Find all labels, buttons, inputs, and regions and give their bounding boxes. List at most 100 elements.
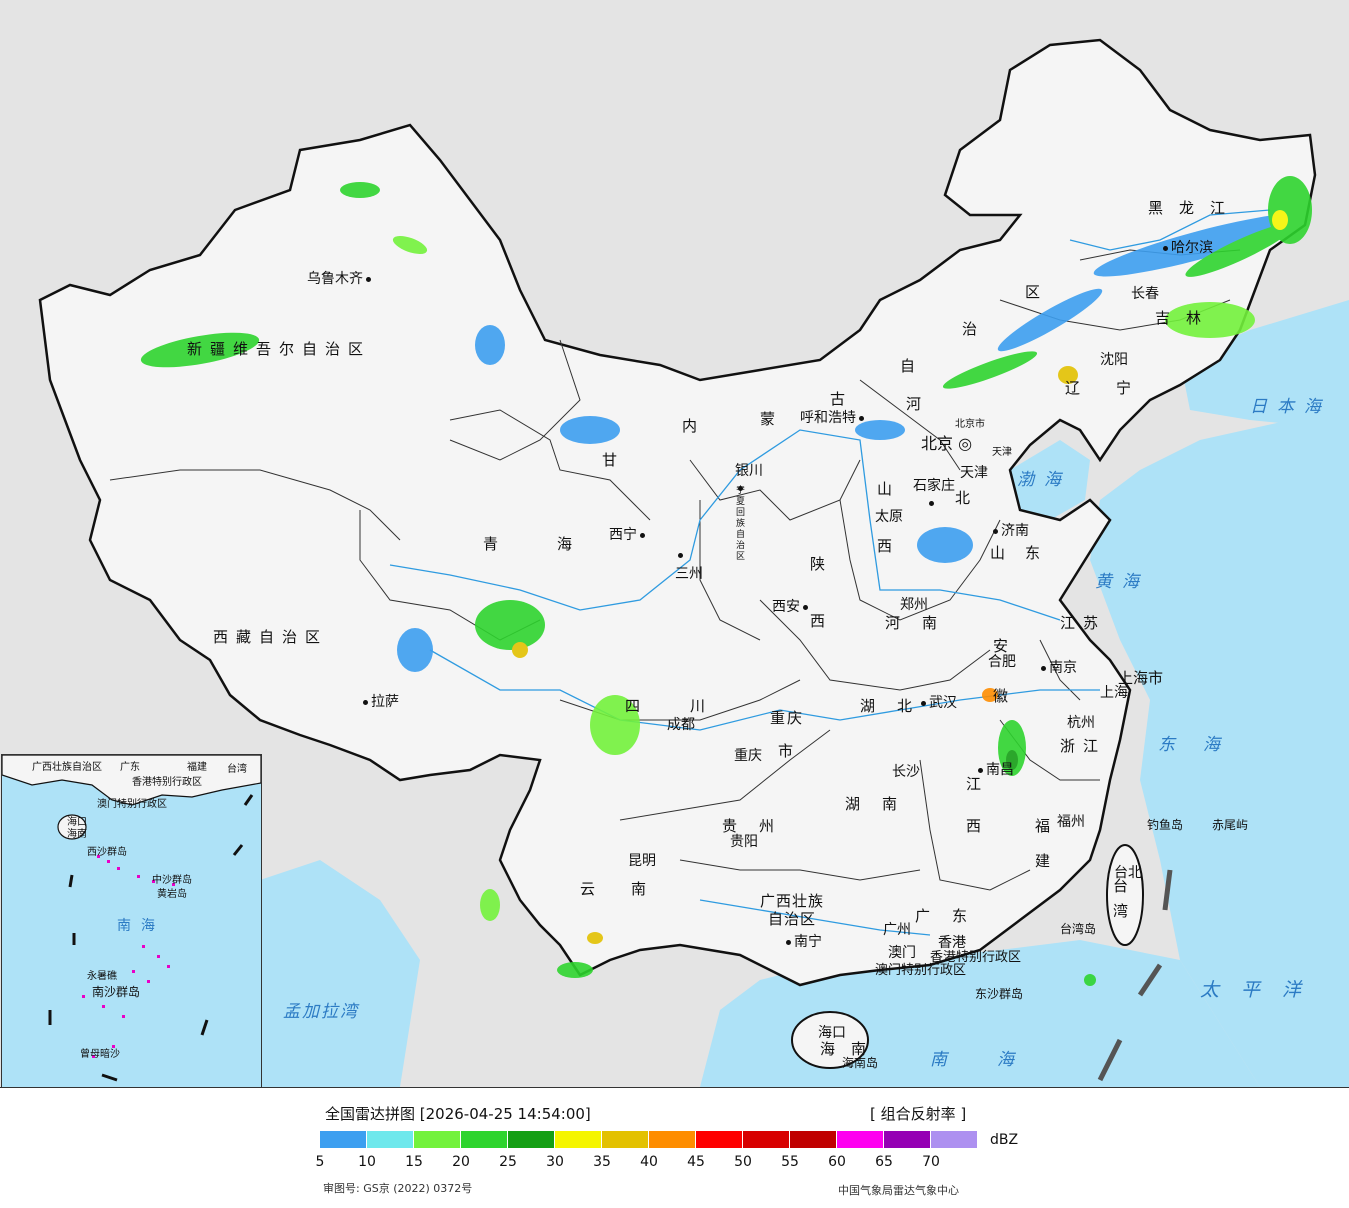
province-neimenggu-2: 古: [830, 390, 854, 408]
legend-tick-label: 70: [922, 1154, 940, 1170]
inset-taiwan: 台湾: [227, 764, 247, 775]
legend-tick-label: 35: [593, 1154, 611, 1170]
city-nanjing: 南京: [1038, 657, 1077, 677]
legend-tick-label: 65: [875, 1154, 893, 1170]
province-tianjin: 天津: [992, 447, 1012, 458]
boundary-dashes: [1097, 869, 1173, 1082]
island-dongsha: 东沙群岛: [975, 987, 1024, 1001]
legend-tick-label: 60: [828, 1154, 846, 1170]
legend-swatch: [555, 1131, 602, 1148]
province-qinghai-b: 海: [557, 535, 581, 553]
city-taibei: 台北: [1114, 865, 1142, 881]
island-chiwei: 赤尾屿: [1212, 818, 1249, 832]
inset-hainan: 海南: [67, 829, 87, 840]
legend-swatch: [696, 1131, 743, 1148]
province-fujian-0: 福: [1035, 817, 1059, 835]
legend-tick-label: 40: [640, 1154, 658, 1170]
province-fujian-1: 建: [1035, 852, 1059, 870]
city-hongkong: 香港: [938, 935, 966, 951]
city-macau: 澳门: [888, 945, 916, 961]
legend-tick-label: 30: [546, 1154, 564, 1170]
legend-swatch: [461, 1131, 508, 1148]
city-kunming: 昆明: [628, 853, 656, 869]
legend-swatch: [837, 1131, 884, 1148]
legend-swatch: [649, 1131, 696, 1148]
legend-swatch: [367, 1131, 414, 1148]
island-hainan: 海南岛: [842, 1056, 879, 1070]
legend-product: [ 组合反射率 ]: [870, 1105, 967, 1123]
province-hubei: 湖北: [860, 697, 935, 715]
city-hohhot: 呼和浩特: [800, 407, 867, 427]
inset-haikou: 海口: [67, 817, 87, 828]
map-canvas: [38, 38, 1349, 1087]
province-yunnan: 云南: [580, 880, 683, 898]
city-jinan: 济南: [990, 520, 1029, 540]
legend-swatch: [320, 1131, 367, 1148]
sea-south: 南海: [930, 1050, 1064, 1070]
province-guangxi-0: 广西壮族: [760, 892, 825, 910]
province-neimenggu-4: 治: [962, 320, 986, 338]
province-chongqing-1: 市: [778, 742, 802, 760]
approval-number: 审图号: GS京 (2022) 0372号: [323, 1182, 473, 1195]
legend-swatch: [790, 1131, 837, 1148]
province-taiwan-1: 湾: [1113, 902, 1137, 920]
province-shaanxi-0: 陕: [810, 555, 834, 573]
city-nanchang: 南昌: [975, 759, 1014, 779]
legend-swatch: [508, 1131, 555, 1148]
province-guizhou: 贵州: [722, 817, 797, 835]
sea-east: 东海: [1158, 735, 1248, 755]
province-guangdong: 广东: [915, 907, 990, 925]
city-guiyang: 贵阳: [730, 834, 758, 850]
island-taiwan: 台湾岛: [1060, 922, 1097, 936]
province-hebei-top: 河: [906, 395, 930, 413]
legend-swatch: [414, 1131, 461, 1148]
province-jilin: 吉林: [1155, 309, 1218, 327]
province-jiangxi-0: 江: [966, 775, 990, 793]
south-china-sea-inset: 广西壮族自治区 广东 福建 台湾 香港特别行政区 澳门特别行政区 海口 海南 西…: [1, 754, 262, 1087]
legend-tick-label: 45: [687, 1154, 705, 1170]
city-nanning: 南宁: [783, 931, 822, 951]
legend-tick-label: 10: [358, 1154, 376, 1170]
province-liaoning: 辽宁: [1065, 379, 1168, 397]
province-ningxia: 宁夏回族自治区: [736, 486, 746, 562]
inset-macau: 澳门特别行政区: [97, 799, 167, 810]
city-yinchuan: 银川: [735, 460, 763, 496]
legend-tick-label: 55: [781, 1154, 799, 1170]
province-jiangxi-1: 西: [966, 817, 990, 835]
legend-tick-label: 5: [315, 1154, 325, 1170]
inset-guangdong: 广东: [120, 762, 140, 773]
city-shenyang: 沈阳: [1100, 352, 1128, 368]
legend-swatch: [931, 1131, 978, 1148]
province-neimenggu-5: 区: [1025, 283, 1049, 301]
province-guangxi-1: 自治区: [768, 910, 817, 928]
city-changchun: 长春: [1131, 286, 1159, 302]
province-anhui-1: 徽: [993, 687, 1017, 705]
province-shanxi-0: 山: [877, 480, 901, 498]
radar-echoes: [140, 176, 1312, 986]
inset-yongshu: 永暑礁: [87, 971, 117, 982]
inset-south-sea: 南海: [117, 918, 165, 934]
province-shanxi-1: 西: [877, 537, 901, 555]
province-zhejiang: 浙江: [1060, 737, 1107, 755]
legend-panel: 全国雷达拼图 [2026-04-25 14:54:00] [ 组合反射率 ] d…: [0, 1088, 1349, 1208]
hainan-island: [791, 1011, 869, 1069]
province-neimenggu-0: 内: [682, 417, 706, 435]
province-sichuan: 四川: [625, 697, 756, 715]
legend-tick-label: 25: [499, 1154, 517, 1170]
city-guangzhou: 广州: [883, 922, 911, 938]
city-hangzhou: 杭州: [1067, 715, 1095, 731]
city-beijing: 北京 ◎: [921, 434, 973, 453]
city-tianjin: 天津: [960, 465, 988, 481]
legend-swatch: [884, 1131, 931, 1148]
japan-sea-area: [1180, 300, 1349, 430]
legend-ticks: 5 10 15 20 25 30 35 40 45 50 55 60 65 70: [316, 1154, 970, 1174]
legend-tick-label: 20: [452, 1154, 470, 1170]
city-xining: 西宁: [609, 524, 648, 544]
east-sea-area: [1090, 380, 1349, 1087]
province-beijing: 北京市: [955, 419, 985, 430]
legend-color-bar: [320, 1131, 978, 1148]
sea-yellow: 黄海: [1095, 572, 1149, 592]
city-haikou: 海口: [818, 1025, 846, 1041]
inset-zengmu: 曾母暗沙: [80, 1049, 120, 1060]
city-lhasa: 拉萨: [360, 691, 399, 711]
